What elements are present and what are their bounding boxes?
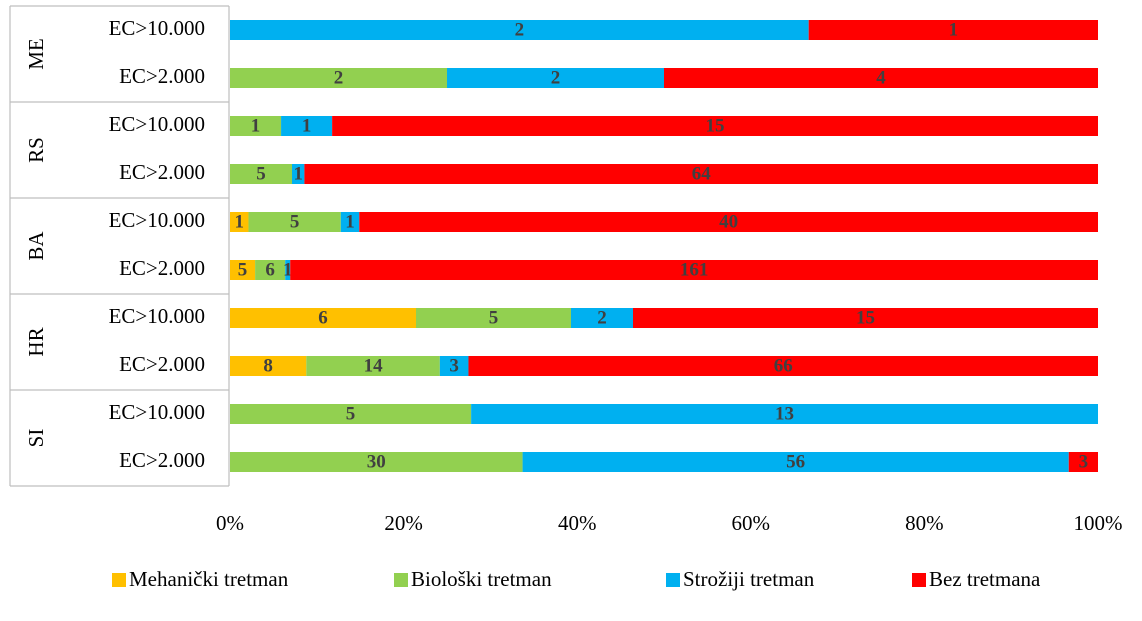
data-label: 5 (256, 163, 266, 184)
data-label: 6 (265, 259, 275, 280)
data-label: 5 (489, 307, 499, 328)
x-tick-label: 80% (905, 511, 944, 535)
y-tick-label: EC>2.000 (119, 448, 205, 472)
bar-segment (255, 260, 286, 280)
data-label: 40 (719, 211, 738, 232)
data-label: 2 (551, 67, 561, 88)
data-label: 1 (345, 211, 355, 232)
legend-label: Bez tretmana (929, 567, 1041, 591)
bar-segment (230, 404, 472, 424)
data-label: 161 (680, 259, 709, 280)
group-label: RS (24, 137, 48, 163)
y-tick-label: EC>2.000 (119, 256, 205, 280)
group-label: SI (24, 429, 48, 448)
data-label: 4 (876, 67, 886, 88)
data-label: 1 (251, 115, 261, 136)
data-label: 30 (367, 451, 386, 472)
y-tick-label: EC>2.000 (119, 160, 205, 184)
data-label: 15 (856, 307, 875, 328)
y-tick-label: EC>10.000 (109, 208, 205, 232)
bar-segment (290, 260, 1098, 280)
data-label: 3 (1079, 451, 1089, 472)
bar-segment (230, 116, 282, 136)
bar-segment (230, 68, 447, 88)
bar-segment (285, 260, 291, 280)
bar-segment (304, 164, 1098, 184)
bar-segment (808, 20, 1098, 40)
x-tick-label: 100% (1074, 511, 1123, 535)
data-label: 6 (318, 307, 328, 328)
bar-segment (416, 308, 571, 328)
data-label: 56 (786, 451, 805, 472)
group-label: ME (24, 38, 48, 70)
data-label: 1 (234, 211, 244, 232)
legend-label: Mehanički tretman (129, 567, 289, 591)
data-label: 8 (263, 355, 273, 376)
bar-segment (230, 212, 249, 232)
legend-swatch (394, 573, 408, 587)
bar-segment (230, 20, 809, 40)
bar-segment (468, 356, 1098, 376)
data-label: 14 (364, 355, 384, 376)
bar-segment (633, 308, 1098, 328)
bar-segment (1068, 452, 1098, 472)
data-label: 1 (949, 19, 959, 40)
x-tick-label: 20% (384, 511, 423, 535)
data-label: 64 (692, 163, 712, 184)
data-label: 5 (238, 259, 248, 280)
data-label: 1 (283, 259, 293, 280)
bar-segment (447, 68, 664, 88)
bar-segment (664, 68, 1098, 88)
x-tick-label: 0% (216, 511, 244, 535)
y-tick-label: EC>2.000 (119, 352, 205, 376)
legend-swatch (912, 573, 926, 587)
data-label: 3 (449, 355, 459, 376)
legend-swatch (112, 573, 126, 587)
bar-segment (439, 356, 469, 376)
x-tick-label: 40% (558, 511, 597, 535)
data-label: 5 (290, 211, 300, 232)
bar-segment (571, 308, 633, 328)
y-tick-label: EC>10.000 (109, 304, 205, 328)
bar-segment (306, 356, 440, 376)
bar-segment (230, 164, 292, 184)
data-label: 2 (515, 19, 525, 40)
y-tick-label: EC>10.000 (109, 400, 205, 424)
y-tick-label: EC>10.000 (109, 16, 205, 40)
bar-segment (522, 452, 1069, 472)
bar-segment (230, 308, 416, 328)
data-label: 2 (597, 307, 607, 328)
y-tick-label: EC>10.000 (109, 112, 205, 136)
bar-segment (230, 452, 523, 472)
legend-swatch (666, 573, 680, 587)
y-tick-label: EC>2.000 (119, 64, 205, 88)
data-label: 1 (293, 163, 303, 184)
legend-label: Biološki tretman (411, 567, 552, 591)
data-label: 66 (774, 355, 793, 376)
group-label: HR (24, 327, 48, 356)
bar-segment (281, 116, 333, 136)
bar-segment (471, 404, 1099, 424)
x-tick-label: 60% (732, 511, 771, 535)
data-label: 15 (706, 115, 725, 136)
legend-label: Strožiji tretman (683, 567, 815, 591)
bar-segment (248, 212, 341, 232)
data-label: 5 (346, 403, 356, 424)
bar-segment (230, 356, 307, 376)
data-label: 1 (302, 115, 312, 136)
bar-segment (359, 212, 1098, 232)
bar-segment (230, 260, 256, 280)
group-label: BA (24, 231, 48, 261)
data-label: 2 (334, 67, 344, 88)
bar-segment (332, 116, 1098, 136)
data-label: 13 (775, 403, 794, 424)
bar-segment (292, 164, 305, 184)
bar-segment (340, 212, 360, 232)
